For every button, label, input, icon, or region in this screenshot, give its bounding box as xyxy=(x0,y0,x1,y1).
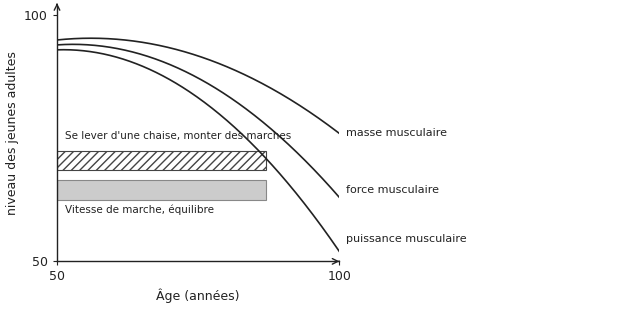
X-axis label: Âge (années): Âge (années) xyxy=(156,289,240,303)
Text: masse musculaire: masse musculaire xyxy=(346,129,447,138)
Text: force musculaire: force musculaire xyxy=(346,185,439,195)
Text: Se lever d'une chaise, monter des marches: Se lever d'une chaise, monter des marche… xyxy=(66,131,292,141)
Text: puissance musculaire: puissance musculaire xyxy=(346,234,467,244)
Text: Vitesse de marche, équilibre: Vitesse de marche, équilibre xyxy=(66,205,214,215)
Bar xyxy=(57,180,266,200)
Bar xyxy=(57,151,266,170)
Y-axis label: niveau des jeunes adultes: niveau des jeunes adultes xyxy=(6,52,18,215)
